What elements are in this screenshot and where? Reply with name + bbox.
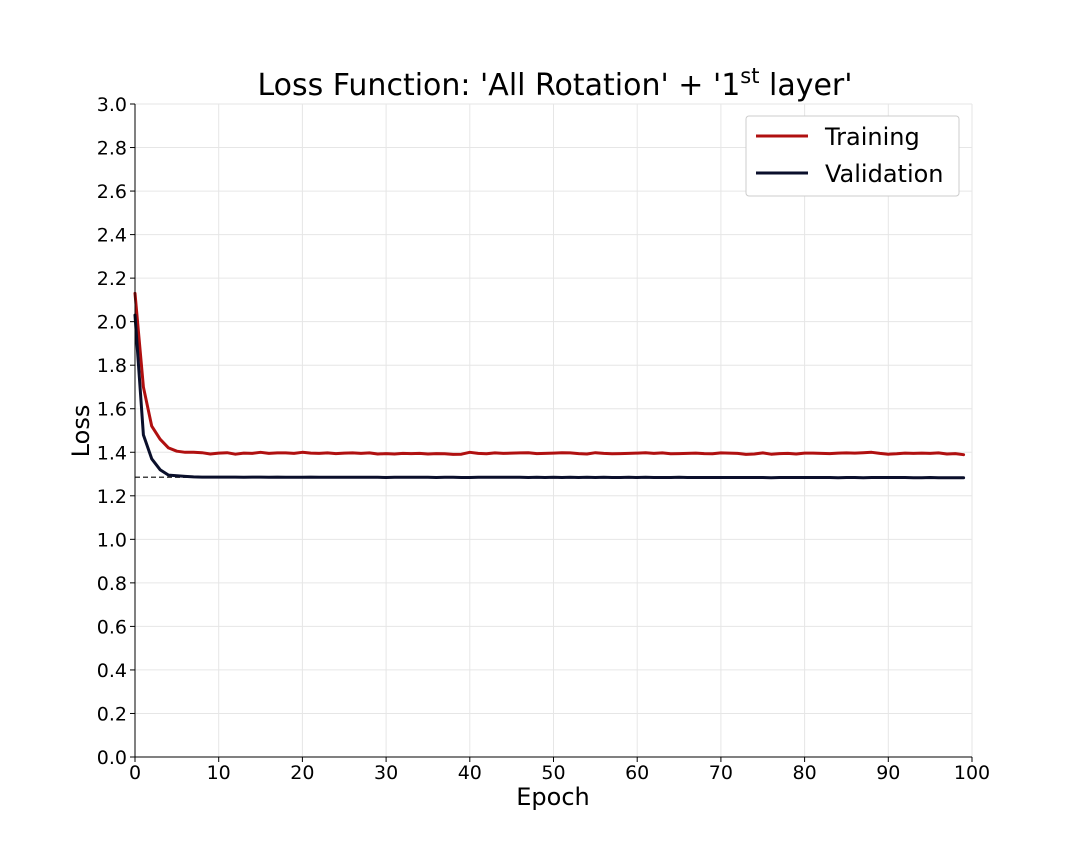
- x-axis-label: Epoch: [516, 783, 590, 811]
- x-tick-label: 20: [290, 762, 314, 784]
- y-tick-label: 1.8: [97, 355, 127, 377]
- x-tick-label: 60: [625, 762, 649, 784]
- chart-title-suffix: layer': [759, 68, 852, 103]
- chart-title: Loss Function: 'All Rotation' + '1st lay…: [257, 64, 852, 103]
- x-tick-label: 10: [207, 762, 231, 784]
- x-tick-label: 50: [541, 762, 565, 784]
- y-tick-label: 2.6: [97, 181, 127, 203]
- x-tick-label: 90: [876, 762, 900, 784]
- y-tick-label: 1.0: [97, 529, 127, 551]
- y-tick-label: 0.0: [97, 747, 127, 769]
- legend-label-training: Training: [824, 123, 920, 151]
- grid: [134, 103, 973, 758]
- x-tick-labels: 0 10 20 30 40 50 60 70 80 90 100: [129, 762, 990, 784]
- y-tick-label: 2.0: [97, 312, 127, 334]
- legend-label-validation: Validation: [825, 160, 944, 188]
- y-tick-label: 0.4: [97, 660, 127, 682]
- y-tick-label: 0.8: [97, 573, 127, 595]
- chart-title-prefix: Loss Function: 'All Rotation' + '1: [257, 68, 740, 103]
- y-tick-label: 1.6: [97, 399, 127, 421]
- y-tick-label: 0.6: [97, 616, 127, 638]
- legend: Training Validation: [745, 115, 960, 197]
- y-tick-labels: 0.0 0.2 0.4 0.6 0.8 1.0 1.2 1.4 1.6 1.8 2.0 2.2 2.4 2…: [97, 94, 127, 769]
- x-tick-label: 30: [374, 762, 398, 784]
- x-tick-label: 40: [458, 762, 482, 784]
- series-layer: [133, 291, 966, 480]
- y-tick-label: 3.0: [97, 94, 127, 116]
- x-tick-label: 80: [793, 762, 817, 784]
- x-tick-label: 0: [129, 762, 141, 784]
- y-tick-label: 2.8: [97, 138, 127, 160]
- x-tick-label: 70: [709, 762, 733, 784]
- y-axis-label: Loss: [67, 405, 95, 458]
- y-tick-label: 2.2: [97, 268, 127, 290]
- y-tick-label: 1.4: [97, 442, 127, 464]
- y-tick-label: 0.2: [97, 703, 127, 725]
- x-tick-label: 100: [954, 762, 990, 784]
- y-tick-label: 1.2: [97, 486, 127, 508]
- series-line-training: [133, 291, 966, 457]
- chart-title-superscript: st: [740, 64, 759, 88]
- y-tick-label: 2.4: [97, 225, 127, 247]
- series-line-validation: [133, 313, 966, 480]
- axes: [130, 103, 973, 762]
